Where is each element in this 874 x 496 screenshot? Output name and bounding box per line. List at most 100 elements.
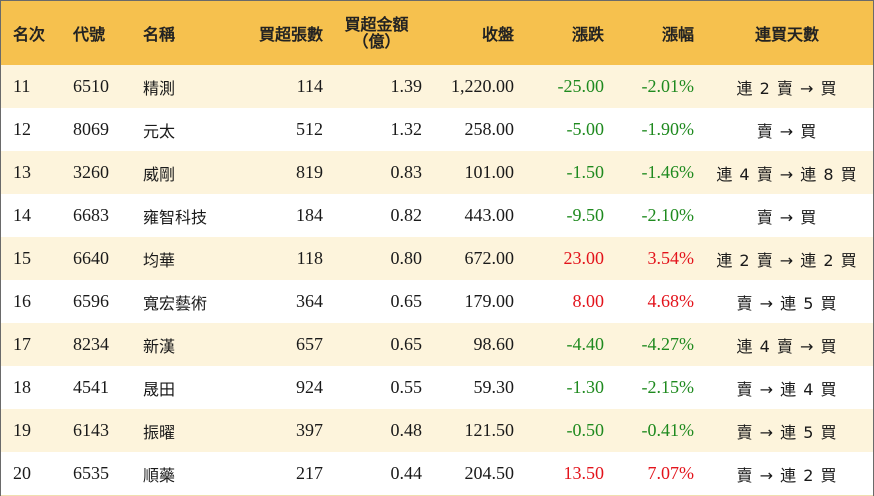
code-cell: 4541	[73, 377, 109, 397]
buy-lots-cell: 397	[296, 420, 323, 440]
header-buy-amount-label: 買超金額	[344, 15, 409, 34]
code-cell: 8069	[73, 119, 109, 139]
change-pct-cell: 3.54%	[647, 248, 695, 268]
close-cell: 258.00	[464, 119, 515, 139]
name-cell: 精測	[143, 78, 176, 98]
table-row: 20 6535 順藥 217 0.44 204.50 13.50 7.07% 賣 → 連 2 買	[1, 452, 873, 496]
rank-cell: 19	[13, 420, 31, 440]
table-row: 11 6510 精測 114 1.39 1,220.00 -25.00 -2.01% 連 2 賣…	[1, 65, 873, 109]
streak-cell: 連 2 賣 → 連 2 買	[716, 250, 858, 270]
buy-amount-cell: 0.80	[390, 248, 423, 268]
change-cell: -1.50	[566, 162, 605, 182]
name-cell: 晟田	[143, 379, 176, 399]
change-pct-cell: -2.10%	[641, 205, 695, 225]
close-cell: 101.00	[464, 162, 515, 182]
buy-amount-cell: 0.55	[390, 377, 423, 397]
change-cell: -25.00	[557, 76, 605, 96]
streak-cell: 連 4 賣 → 買	[736, 336, 838, 356]
header-buy-amount-unit: （億）	[352, 32, 401, 51]
header-change: 漲跌	[571, 25, 604, 44]
change-pct-cell: 7.07%	[647, 463, 695, 483]
change-pct-cell: -0.41%	[641, 420, 695, 440]
buy-lots-cell: 114	[296, 76, 323, 96]
rank-cell: 11	[13, 76, 31, 96]
table-row: 15 6640 均華 118 0.80 672.00 23.00 3.54% 連 2 賣 → 連…	[1, 237, 873, 281]
change-cell: -9.50	[566, 205, 605, 225]
code-cell: 6640	[73, 248, 109, 268]
buy-amount-cell: 0.48	[390, 420, 423, 440]
buy-lots-cell: 657	[296, 334, 323, 354]
rank-cell: 17	[13, 334, 31, 354]
close-cell: 443.00	[464, 205, 515, 225]
buy-lots-cell: 819	[296, 162, 323, 182]
close-cell: 1,220.00	[451, 76, 514, 96]
streak-cell: 連 2 賣 → 買	[736, 78, 838, 98]
header-buy-lots: 買超張數	[258, 25, 323, 44]
change-pct-cell: 4.68%	[647, 291, 695, 311]
name-cell: 順藥	[143, 465, 176, 485]
rank-cell: 12	[13, 119, 31, 139]
close-cell: 59.30	[473, 377, 515, 397]
streak-cell: 賣 → 連 2 買	[736, 465, 838, 485]
buy-amount-cell: 0.82	[390, 205, 423, 225]
table-row: 16 6596 寬宏藝術 364 0.65 179.00 8.00 4.68% 賣 → 連 5 …	[1, 280, 873, 324]
name-cell: 振曜	[143, 422, 176, 442]
header-change-pct: 漲幅	[661, 25, 694, 44]
header-name: 名稱	[143, 25, 176, 44]
name-cell: 寬宏藝術	[143, 293, 208, 313]
change-cell: 8.00	[572, 291, 605, 311]
streak-cell: 賣 → 買	[756, 207, 818, 227]
change-cell: 13.50	[563, 463, 605, 483]
change-cell: -0.50	[566, 420, 605, 440]
buy-lots-cell: 217	[296, 463, 323, 483]
code-cell: 3260	[73, 162, 109, 182]
buy-lots-cell: 924	[296, 377, 323, 397]
table-row: 19 6143 振曜 397 0.48 121.50 -0.50 -0.41% 賣 → 連 5 …	[1, 409, 873, 453]
change-cell: -5.00	[566, 119, 605, 139]
buy-lots-cell: 512	[296, 119, 323, 139]
buy-amount-cell: 1.32	[390, 119, 423, 139]
streak-cell: 賣 → 連 4 買	[736, 379, 838, 399]
change-pct-cell: -2.01%	[641, 76, 695, 96]
change-cell: -1.30	[566, 377, 605, 397]
buy-lots-cell: 118	[296, 248, 323, 268]
table-row: 13 3260 威剛 819 0.83 101.00 -1.50 -1.46% 連 4 賣 → …	[1, 151, 873, 195]
rank-cell: 16	[13, 291, 31, 311]
table-row: 18 4541 晟田 924 0.55 59.30 -1.30 -2.15% 賣 → 連 4 買	[1, 366, 873, 410]
name-cell: 元太	[143, 121, 176, 141]
table-row: 14 6683 雍智科技 184 0.82 443.00 -9.50 -2.10% 賣 → 買	[1, 194, 873, 238]
buy-amount-cell: 0.65	[390, 334, 423, 354]
code-cell: 8234	[73, 334, 109, 354]
table-row: 12 8069 元太 512 1.32 258.00 -5.00 -1.90% 賣 → 買	[1, 108, 873, 152]
code-cell: 6596	[73, 291, 109, 311]
streak-cell: 賣 → 連 5 買	[736, 422, 838, 442]
buy-amount-cell: 0.65	[390, 291, 423, 311]
streak-cell: 賣 → 連 5 買	[736, 293, 838, 313]
change-cell: 23.00	[563, 248, 605, 268]
name-cell: 新漢	[143, 336, 176, 356]
rank-cell: 14	[13, 205, 31, 225]
table-header: 名次 代號 名稱 買超張數 買超金額 （億） 收盤 漲跌 漲幅 連買天數	[1, 1, 873, 66]
code-cell: 6143	[73, 420, 109, 440]
change-pct-cell: -1.90%	[641, 119, 695, 139]
buy-lots-cell: 184	[296, 205, 323, 225]
streak-cell: 連 4 賣 → 連 8 買	[716, 164, 858, 184]
rank-cell: 18	[13, 377, 31, 397]
table-row: 17 8234 新漢 657 0.65 98.60 -4.40 -4.27% 連 4 賣 → 買	[1, 323, 873, 367]
close-cell: 98.60	[473, 334, 515, 354]
buy-amount-cell: 0.83	[390, 162, 423, 182]
header-streak: 連買天數	[754, 25, 819, 44]
buy-lots-cell: 364	[296, 291, 323, 311]
change-cell: -4.40	[566, 334, 605, 354]
name-cell: 威剛	[143, 164, 176, 184]
name-cell: 均華	[143, 250, 176, 270]
close-cell: 179.00	[464, 291, 515, 311]
code-cell: 6535	[73, 463, 109, 483]
code-cell: 6510	[73, 76, 109, 96]
header-close: 收盤	[481, 25, 514, 44]
buy-amount-cell: 1.39	[390, 76, 423, 96]
buy-amount-cell: 0.44	[390, 463, 423, 483]
change-pct-cell: -1.46%	[641, 162, 695, 182]
change-pct-cell: -4.27%	[641, 334, 695, 354]
